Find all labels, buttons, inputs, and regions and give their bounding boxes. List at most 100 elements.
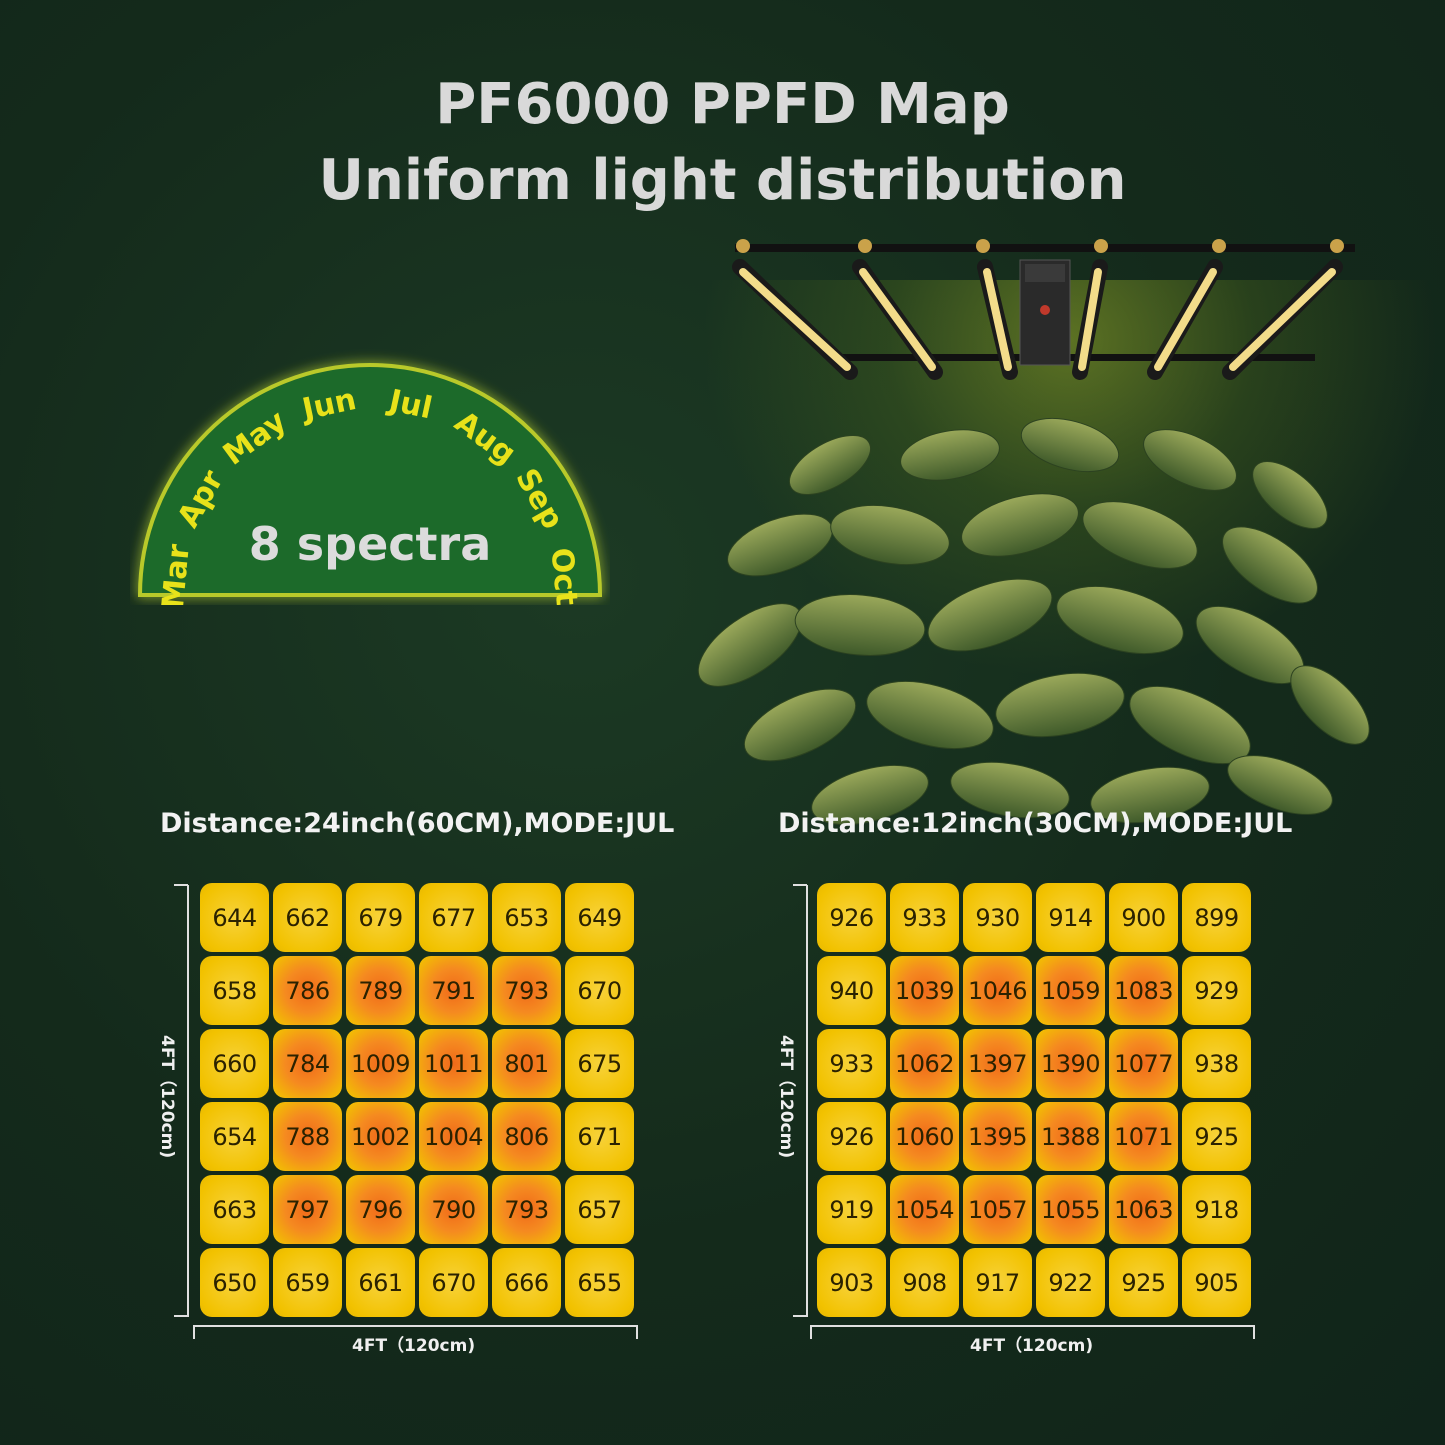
ppfd-cell: 657 <box>565 1175 634 1244</box>
ppfd-cell: 925 <box>1182 1102 1251 1171</box>
ppfd-cell: 930 <box>963 883 1032 952</box>
ppfd-cell: 796 <box>346 1175 415 1244</box>
plant-image <box>697 417 1370 825</box>
ppfd-cell: 654 <box>200 1102 269 1171</box>
ppfd-cell: 784 <box>273 1029 342 1098</box>
ppfd-cell: 793 <box>492 1175 561 1244</box>
ppfd-cell: 933 <box>817 1029 886 1098</box>
ppfd-cell: 1390 <box>1036 1029 1105 1098</box>
ppfd-cell: 933 <box>890 883 959 952</box>
ppfd-cell: 653 <box>492 883 561 952</box>
page-title: PF6000 PPFD Map <box>435 72 1010 137</box>
ppfd-cell: 940 <box>817 956 886 1025</box>
ppfd-cell: 1002 <box>346 1102 415 1171</box>
ppfd-cell: 929 <box>1182 956 1251 1025</box>
ppfd-cell: 666 <box>492 1248 561 1317</box>
map-caption-30cm: Distance:12inch(30CM),MODE:JUL <box>778 808 1293 839</box>
spectra-label: 8 spectra <box>249 517 492 571</box>
ppfd-cell: 1083 <box>1109 956 1178 1025</box>
dimension-tick <box>193 1325 195 1339</box>
ppfd-cell: 1060 <box>890 1102 959 1171</box>
ppfd-cell: 1071 <box>1109 1102 1178 1171</box>
ppfd-cell: 1077 <box>1109 1029 1178 1098</box>
ppfd-cell: 1062 <box>890 1029 959 1098</box>
ppfd-cell: 658 <box>200 956 269 1025</box>
ppfd-cell: 926 <box>817 883 886 952</box>
ppfd-cell: 914 <box>1036 883 1105 952</box>
ppfd-cell: 938 <box>1182 1029 1251 1098</box>
ppfd-cell: 917 <box>963 1248 1032 1317</box>
ppfd-cell: 679 <box>346 883 415 952</box>
height-label: 4FT（120cm) <box>776 1035 796 1159</box>
ppfd-cell: 789 <box>346 956 415 1025</box>
ppfd-cell: 1011 <box>419 1029 488 1098</box>
ppfd-cell: 675 <box>565 1029 634 1098</box>
ppfd-cell: 649 <box>565 883 634 952</box>
month-label: Mar <box>156 543 197 605</box>
dimension-tick <box>174 884 188 886</box>
ppfd-cell: 900 <box>1109 883 1178 952</box>
ppfd-cell: 905 <box>1182 1248 1251 1317</box>
ppfd-grid-60cm: 644 662 679 677 653 649 658 786 789 791 793 670 660 7… <box>200 883 640 1323</box>
width-dimension-line <box>810 1325 1255 1327</box>
ppfd-cell: 801 <box>492 1029 561 1098</box>
ppfd-cell: 655 <box>565 1248 634 1317</box>
height-label: 4FT（120cm) <box>157 1035 177 1159</box>
width-label: 4FT（120cm) <box>970 1336 1094 1356</box>
ppfd-cell: 797 <box>273 1175 342 1244</box>
ppfd-cell: 1004 <box>419 1102 488 1171</box>
ppfd-cell: 793 <box>492 956 561 1025</box>
ppfd-cell: 1388 <box>1036 1102 1105 1171</box>
width-label: 4FT（120cm) <box>352 1336 476 1356</box>
ppfd-cell: 1057 <box>963 1175 1032 1244</box>
ppfd-cell: 1009 <box>346 1029 415 1098</box>
ppfd-cell: 663 <box>200 1175 269 1244</box>
ppfd-cell: 662 <box>273 883 342 952</box>
map-caption-60cm: Distance:24inch(60CM),MODE:JUL <box>160 808 675 839</box>
dimension-tick <box>793 1315 807 1317</box>
dimension-tick <box>810 1325 812 1339</box>
ppfd-cell: 908 <box>890 1248 959 1317</box>
width-dimension-line <box>193 1325 638 1327</box>
dimension-tick <box>174 1315 188 1317</box>
ppfd-cell: 1063 <box>1109 1175 1178 1244</box>
ppfd-cell: 790 <box>419 1175 488 1244</box>
ppfd-cell: 926 <box>817 1102 886 1171</box>
ppfd-cell: 918 <box>1182 1175 1251 1244</box>
month-label: Oct <box>544 546 584 605</box>
ppfd-cell: 925 <box>1109 1248 1178 1317</box>
dimension-tick <box>636 1325 638 1339</box>
dimension-tick <box>793 884 807 886</box>
dimension-tick <box>1253 1325 1255 1339</box>
ppfd-cell: 899 <box>1182 883 1251 952</box>
ppfd-cell: 670 <box>565 956 634 1025</box>
grow-light-fixture-image <box>732 239 1355 380</box>
page-subtitle: Uniform light distribution <box>318 148 1127 213</box>
ppfd-cell: 661 <box>346 1248 415 1317</box>
ppfd-cell: 659 <box>273 1248 342 1317</box>
ppfd-cell: 791 <box>419 956 488 1025</box>
ppfd-grid-30cm: 926 933 930 914 900 899 940 1039 1046 1059 1083 929… <box>817 883 1257 1323</box>
ppfd-cell: 650 <box>200 1248 269 1317</box>
ppfd-cell: 1046 <box>963 956 1032 1025</box>
ppfd-cell: 903 <box>817 1248 886 1317</box>
ppfd-cell: 644 <box>200 883 269 952</box>
height-dimension-line <box>187 885 189 1317</box>
ppfd-cell: 786 <box>273 956 342 1025</box>
height-dimension-line <box>806 885 808 1317</box>
ppfd-cell: 1397 <box>963 1029 1032 1098</box>
ppfd-cell: 1055 <box>1036 1175 1105 1244</box>
ppfd-cell: 1039 <box>890 956 959 1025</box>
ppfd-cell: 919 <box>817 1175 886 1244</box>
ppfd-cell: 806 <box>492 1102 561 1171</box>
ppfd-cell: 660 <box>200 1029 269 1098</box>
ppfd-cell: 670 <box>419 1248 488 1317</box>
ppfd-cell: 922 <box>1036 1248 1105 1317</box>
ppfd-cell: 1054 <box>890 1175 959 1244</box>
ppfd-cell: 1395 <box>963 1102 1032 1171</box>
ppfd-cell: 671 <box>565 1102 634 1171</box>
ppfd-cell: 677 <box>419 883 488 952</box>
ppfd-cell: 788 <box>273 1102 342 1171</box>
ppfd-cell: 1059 <box>1036 956 1105 1025</box>
